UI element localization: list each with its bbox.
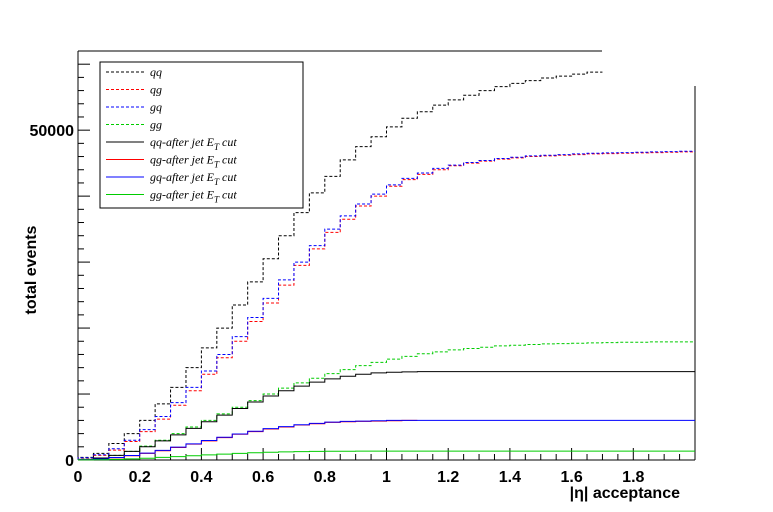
y-axis-title: total events (23, 225, 40, 314)
x-tick-label: 1.4 (499, 469, 521, 486)
series-3 (77, 150, 695, 460)
x-tick-label: 0.2 (129, 469, 151, 486)
legend-label: gg (150, 118, 162, 132)
x-tick-label: 0.4 (190, 469, 212, 486)
x-tick-label: 1 (382, 469, 391, 486)
y-tick-label: 0 (65, 453, 74, 470)
series-8 (77, 450, 695, 461)
legend-label: qg-after jet ET cut (150, 153, 237, 170)
x-tick-label: 0.8 (314, 469, 336, 486)
series-5 (77, 371, 695, 460)
series-layer (77, 71, 695, 461)
legend-label: qg (150, 83, 162, 97)
series-1 (77, 71, 603, 460)
y-tick-label: 50000 (30, 123, 75, 140)
series-7 (77, 419, 695, 461)
x-tick-label: 1.2 (437, 469, 459, 486)
x-tick-label: 1.6 (560, 469, 582, 486)
legend-label: gg-after jet ET cut (150, 188, 237, 205)
x-tick-label: 0 (74, 469, 83, 486)
x-tick-label: 0.6 (252, 469, 274, 486)
x-tick-label: 1.8 (622, 469, 644, 486)
legend-label: qq-after jet ET cut (150, 135, 237, 152)
legend-label: gq (150, 100, 162, 114)
y-axis-ticks: 0 50000 (30, 63, 90, 470)
legend-label: qq (150, 65, 162, 79)
legend-label: gq-after jet ET cut (150, 170, 237, 187)
legend-box (99, 61, 304, 209)
x-axis-title: |η| acceptance (570, 485, 680, 502)
